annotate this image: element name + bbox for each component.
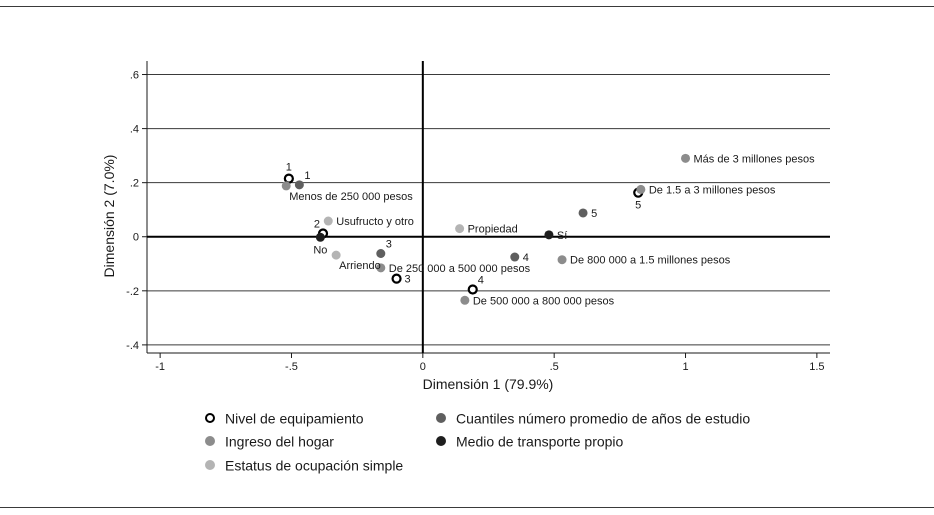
bottom-rule <box>0 507 934 508</box>
top-rule <box>0 6 934 7</box>
point-label: No <box>313 244 327 256</box>
x-tick-label: -1 <box>155 361 165 373</box>
scatter-chart: -.4 -.2 0 .2 .4 .6 -1 -.5 0 .5 1 1.5 1 2 3 4 5 Menos de … <box>101 61 830 392</box>
y-tick-label: -.4 <box>126 340 139 352</box>
point-label: Más de 3 millones pesos <box>694 153 816 165</box>
x-tick-label: 1 <box>682 361 688 373</box>
point-ocupacion <box>455 224 465 234</box>
point-label: De 500 000 a 800 000 pesos <box>473 295 615 307</box>
point-label: 1 <box>286 162 292 174</box>
x-tick-label: 0 <box>420 361 426 373</box>
y-tick-label: -.2 <box>126 286 139 298</box>
grid-layer <box>147 74 830 346</box>
legend-marker-equip <box>205 413 215 424</box>
legend-item-estudio: Cuantiles número promedio de años de est… <box>436 409 750 426</box>
point-label: 4 <box>523 252 529 264</box>
point-label: 4 <box>478 274 484 286</box>
legend-label-ingreso: Ingreso del hogar <box>225 433 334 450</box>
point-label: 2 <box>314 218 320 230</box>
legend-marker-ocupacion <box>205 460 215 471</box>
point-estudio <box>578 208 588 218</box>
legend-marker-estudio <box>436 413 446 424</box>
legend-label-equip: Nivel de equipamiento <box>225 410 364 427</box>
x-tick-label: 1.5 <box>809 361 824 373</box>
legend-item-ingreso: Ingreso del hogar <box>205 432 334 449</box>
x-tick-label: -.5 <box>285 361 298 373</box>
point-ingreso <box>376 263 386 273</box>
point-transporte <box>315 232 325 242</box>
point-equip <box>467 284 478 295</box>
axes-layer: -.4 -.2 0 .2 .4 .6 -1 -.5 0 .5 1 1.5 <box>126 61 830 373</box>
legend-item-ocupacion: Estatus de ocupación simple <box>205 456 403 473</box>
point-estudio <box>510 252 520 262</box>
y-axis-label: Dimensión 2 (7.0%) <box>101 155 117 278</box>
point-ocupacion <box>323 216 333 226</box>
legend-label-estudio: Cuantiles número promedio de años de est… <box>456 410 751 427</box>
point-label: 3 <box>386 239 392 251</box>
point-label: Menos de 250 000 pesos <box>289 191 413 203</box>
point-label: De 250 000 a 500 000 pesos <box>389 263 531 275</box>
legend-item-transporte: Medio de transporte propio <box>436 432 623 449</box>
point-label: 5 <box>635 200 641 212</box>
point-label: 3 <box>405 274 411 286</box>
point-label: De 800 000 a 1.5 millones pesos <box>570 255 731 267</box>
point-label: 5 <box>591 208 597 220</box>
point-estudio <box>294 180 304 190</box>
y-tick-label: .2 <box>130 178 139 190</box>
y-tick-label: 0 <box>133 232 139 244</box>
point-ingreso <box>636 184 646 194</box>
point-label: Arriendo <box>339 260 381 272</box>
point-ingreso <box>557 255 567 265</box>
points-layer: 1 2 3 4 5 Menos de 250 000 pesos De 250 000 a … <box>281 153 816 307</box>
point-label: Sí <box>557 230 567 242</box>
point-label: Propiedad <box>468 224 518 236</box>
legend-item-equip: Nivel de equipamiento <box>205 409 364 426</box>
legend-marker-ingreso <box>205 436 215 447</box>
point-ingreso <box>460 295 470 305</box>
y-tick-label: .6 <box>130 70 139 82</box>
legend-marker-transporte <box>436 436 446 447</box>
legend-label-ocupacion: Estatus de ocupación simple <box>225 457 404 474</box>
y-tick-label: .4 <box>130 124 139 136</box>
legend-label-transporte: Medio de transporte propio <box>456 433 624 450</box>
point-label: De 1.5 a 3 millones pesos <box>649 184 776 196</box>
point-equip <box>391 273 402 284</box>
point-label: 1 <box>304 170 310 182</box>
x-tick-label: .5 <box>550 361 559 373</box>
point-ocupacion <box>331 250 341 260</box>
point-transporte <box>544 230 554 240</box>
point-ingreso <box>281 181 291 191</box>
point-estudio <box>376 249 386 259</box>
point-equip <box>283 173 294 184</box>
x-axis-label: Dimensión 1 (79.9%) <box>423 376 554 392</box>
point-label: Usufructo y otro <box>336 216 414 228</box>
point-ingreso <box>681 153 691 163</box>
